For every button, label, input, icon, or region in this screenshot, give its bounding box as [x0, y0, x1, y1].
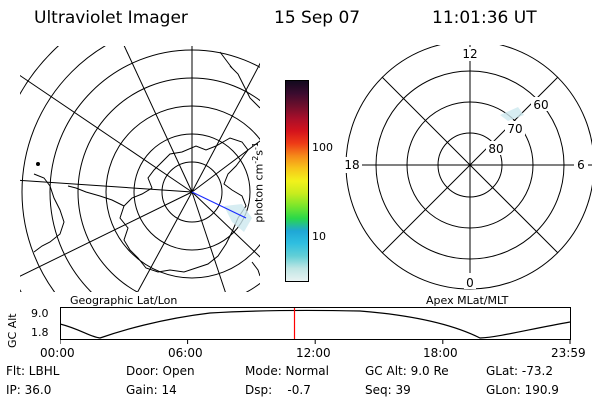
status-gc-alt: GC Alt: 9.0 Re — [365, 364, 449, 378]
apex-polar-plot: 12 18 6 0 60 70 80 — [342, 45, 592, 290]
mlat-label-60: 60 — [533, 98, 548, 112]
x-label-1200: 12:00 — [296, 346, 331, 360]
x-label-1800: 18:00 — [423, 346, 458, 360]
x-label-0600: 06:00 — [168, 346, 203, 360]
gc-alt-tick-top: 9.0 — [31, 307, 49, 320]
altitude-timeline — [60, 307, 571, 344]
apex-label: Apex MLat/MLT — [426, 294, 509, 307]
status-ip: IP: 36.0 — [6, 383, 52, 397]
mlt-label-6: 6 — [577, 158, 585, 172]
status-door: Door: Open — [126, 364, 195, 378]
gc-alt-tick-bottom: 1.8 — [31, 326, 49, 339]
gc-alt-curve — [60, 309, 571, 339]
colorbar-tick-10: 10 — [312, 230, 326, 243]
status-glon: GLon: 190.9 — [486, 383, 559, 397]
status-seq: Seq: 39 — [365, 383, 411, 397]
instrument-title: Ultraviolet Imager — [34, 8, 188, 28]
mlat-label-70: 70 — [507, 122, 522, 136]
status-gain: Gain: 14 — [126, 383, 177, 397]
mlt-label-12: 12 — [462, 47, 477, 61]
date-label: 15 Sep 07 — [274, 8, 361, 28]
colorbar-unit-label: photon cm-2s-1 — [251, 141, 266, 223]
geographic-map — [20, 46, 260, 292]
time-label: 11:01:36 UT — [432, 8, 537, 28]
color-scale-bar — [285, 80, 309, 282]
mlat-label-80: 80 — [488, 142, 503, 156]
gc-alt-axis-title: GC Alt — [6, 313, 19, 348]
colorbar-tick-100: 100 — [312, 141, 333, 154]
mlt-label-18: 18 — [344, 158, 359, 172]
status-mode: Mode: Normal — [245, 364, 329, 378]
mlt-label-0: 0 — [466, 276, 474, 290]
color-scale-gradient — [286, 81, 308, 281]
status-filter: Flt: LBHL — [6, 364, 60, 378]
geographic-label: Geographic Lat/Lon — [70, 294, 178, 307]
x-label-0000: 00:00 — [40, 346, 75, 360]
status-dsp: Dsp: -0.7 — [245, 383, 311, 397]
status-glat: GLat: -73.2 — [486, 364, 553, 378]
x-label-2359: 23:59 — [551, 346, 586, 360]
